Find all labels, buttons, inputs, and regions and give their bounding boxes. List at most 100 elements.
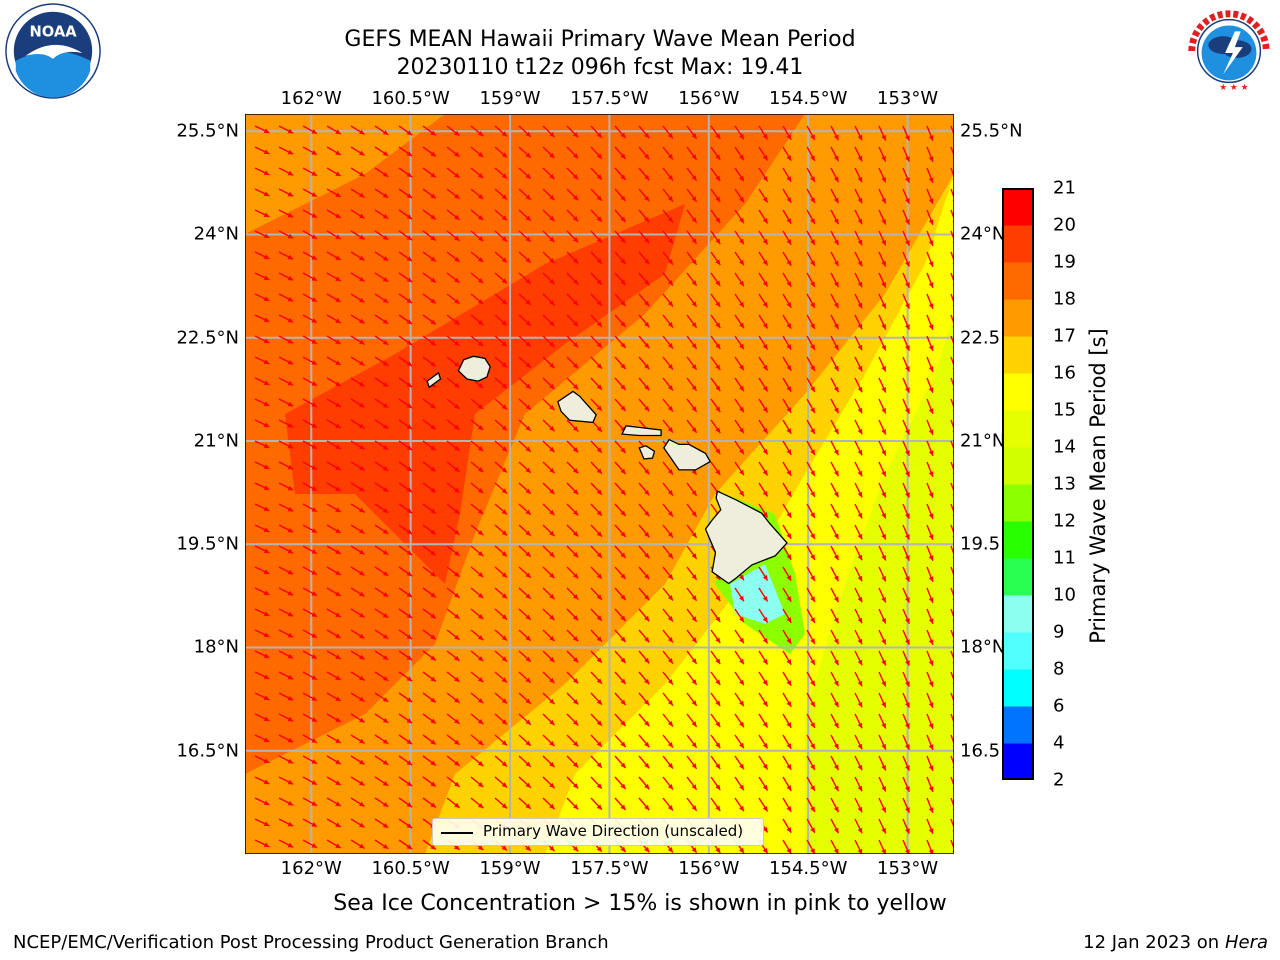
wave-arrow-head bbox=[881, 806, 886, 813]
wave-arrow-head bbox=[335, 360, 341, 366]
wave-arrow-head bbox=[739, 343, 744, 350]
island-hawaii bbox=[704, 490, 788, 585]
wave-arrow-head bbox=[762, 448, 768, 455]
wave-arrow-head bbox=[454, 718, 460, 724]
wave-arrow-head bbox=[762, 721, 768, 728]
wave-arrow-head bbox=[596, 804, 602, 810]
wave-arrow-head bbox=[430, 151, 436, 157]
wave-arrow-head bbox=[311, 276, 318, 281]
wave-arrow-head bbox=[881, 449, 886, 456]
wave-arrow-head bbox=[857, 344, 863, 351]
wave-arrow-head bbox=[287, 128, 294, 134]
wave-arrow-head bbox=[287, 737, 294, 743]
colorbar-label: Primary Wave Mean Period [s] bbox=[1086, 328, 1110, 644]
wave-arrow-head bbox=[263, 569, 270, 575]
wave-arrow-head bbox=[430, 172, 436, 178]
wave-arrow-head bbox=[762, 637, 768, 644]
wave-arrow-head bbox=[691, 595, 697, 601]
wave-arrow-head bbox=[382, 444, 389, 450]
wave-arrow-head bbox=[525, 299, 531, 305]
wave-arrow-head bbox=[549, 173, 555, 180]
wave-arrow-head bbox=[857, 806, 863, 813]
wave-arrow-head bbox=[810, 596, 815, 602]
wave-arrow-head bbox=[644, 510, 650, 517]
wave-arrow-head bbox=[525, 635, 531, 641]
wave-arrow-head bbox=[620, 153, 626, 159]
wave-arrow-head bbox=[382, 759, 389, 765]
wave-arrow-head bbox=[501, 236, 508, 242]
wave-arrow-head bbox=[928, 765, 934, 771]
wave-arrow-head bbox=[857, 848, 863, 854]
wave-arrow-head bbox=[881, 470, 886, 477]
wave-arrow-head bbox=[928, 807, 934, 813]
wave-arrow-head bbox=[430, 844, 436, 850]
wave-arrow-head bbox=[715, 469, 721, 476]
wave-arrow-head bbox=[715, 595, 721, 602]
wave-arrow-head bbox=[525, 530, 531, 536]
wave-arrow-head bbox=[430, 298, 436, 304]
wave-arrow-head bbox=[928, 135, 934, 141]
wave-arrow-head bbox=[905, 156, 910, 162]
wave-arrow-head bbox=[287, 401, 294, 407]
colorbar-segment bbox=[1002, 706, 1034, 744]
wave-arrow-head bbox=[596, 573, 602, 579]
lon-tick-top: 153°W bbox=[877, 88, 939, 109]
wave-arrow-head bbox=[833, 722, 839, 729]
wave-arrow-head bbox=[833, 680, 839, 687]
wave-arrow-head bbox=[501, 404, 508, 410]
wave-arrow-head bbox=[762, 364, 768, 371]
wave-arrow-head bbox=[525, 593, 531, 599]
wave-arrow-head bbox=[620, 195, 626, 201]
wave-arrow-head bbox=[667, 238, 673, 244]
wave-arrow-head bbox=[905, 723, 910, 729]
wave-arrow-head bbox=[596, 342, 602, 348]
wave-arrow-head bbox=[905, 534, 910, 540]
wave-arrow-head bbox=[263, 422, 270, 428]
wave-arrow-head bbox=[810, 764, 815, 770]
wave-arrow-head bbox=[572, 657, 579, 663]
wave-arrow-head bbox=[644, 636, 650, 643]
wave-arrow-head bbox=[525, 152, 531, 158]
wave-arrow-head bbox=[287, 506, 294, 512]
wave-arrow-head bbox=[311, 528, 318, 533]
colorbar-tick: 20 bbox=[1053, 214, 1076, 236]
colorbar-segment bbox=[1002, 558, 1034, 596]
wave-arrow-head bbox=[335, 717, 341, 723]
wave-arrow-head bbox=[667, 217, 673, 223]
wave-arrow-head bbox=[263, 758, 270, 764]
wave-arrow-head bbox=[311, 444, 318, 449]
wave-arrow-head bbox=[905, 576, 910, 582]
wave-arrow-head bbox=[881, 134, 886, 141]
wave-arrow-head bbox=[263, 401, 270, 407]
wave-arrow-head bbox=[762, 616, 768, 623]
wave-arrow-head bbox=[715, 322, 721, 329]
wave-arrow-head bbox=[572, 783, 579, 789]
wave-arrow-head bbox=[335, 150, 341, 156]
colorbar-segment bbox=[1002, 373, 1034, 411]
wave-arrow-head bbox=[263, 653, 270, 659]
wave-arrow-head bbox=[905, 450, 910, 456]
wave-arrow-head bbox=[335, 528, 341, 534]
wave-arrow-head bbox=[715, 847, 721, 854]
wave-arrow-head bbox=[833, 659, 839, 666]
wave-arrow-head bbox=[667, 259, 673, 265]
wave-arrow-head bbox=[287, 548, 294, 554]
wave-arrow-head bbox=[430, 634, 436, 640]
wave-arrow-head bbox=[525, 446, 531, 452]
wave-arrow-head bbox=[501, 131, 508, 137]
wave-arrow-head bbox=[810, 722, 815, 728]
wave-arrow-head bbox=[359, 318, 365, 324]
wave-arrow-head bbox=[477, 467, 484, 473]
wave-arrow-head bbox=[928, 576, 934, 582]
wave-arrow-head bbox=[667, 616, 673, 622]
wave-arrow-head bbox=[596, 426, 602, 432]
wave-arrow-head bbox=[263, 695, 270, 701]
wave-arrow-head bbox=[335, 234, 341, 240]
wave-arrow-head bbox=[691, 763, 697, 769]
wave-arrow-head bbox=[620, 279, 626, 285]
wave-arrow-head bbox=[857, 470, 863, 477]
wave-arrow-head bbox=[382, 255, 389, 261]
lat-tick-left: 21°N bbox=[193, 430, 239, 452]
wave-arrow-head bbox=[833, 302, 839, 309]
colorbar-tick: 18 bbox=[1053, 288, 1076, 310]
